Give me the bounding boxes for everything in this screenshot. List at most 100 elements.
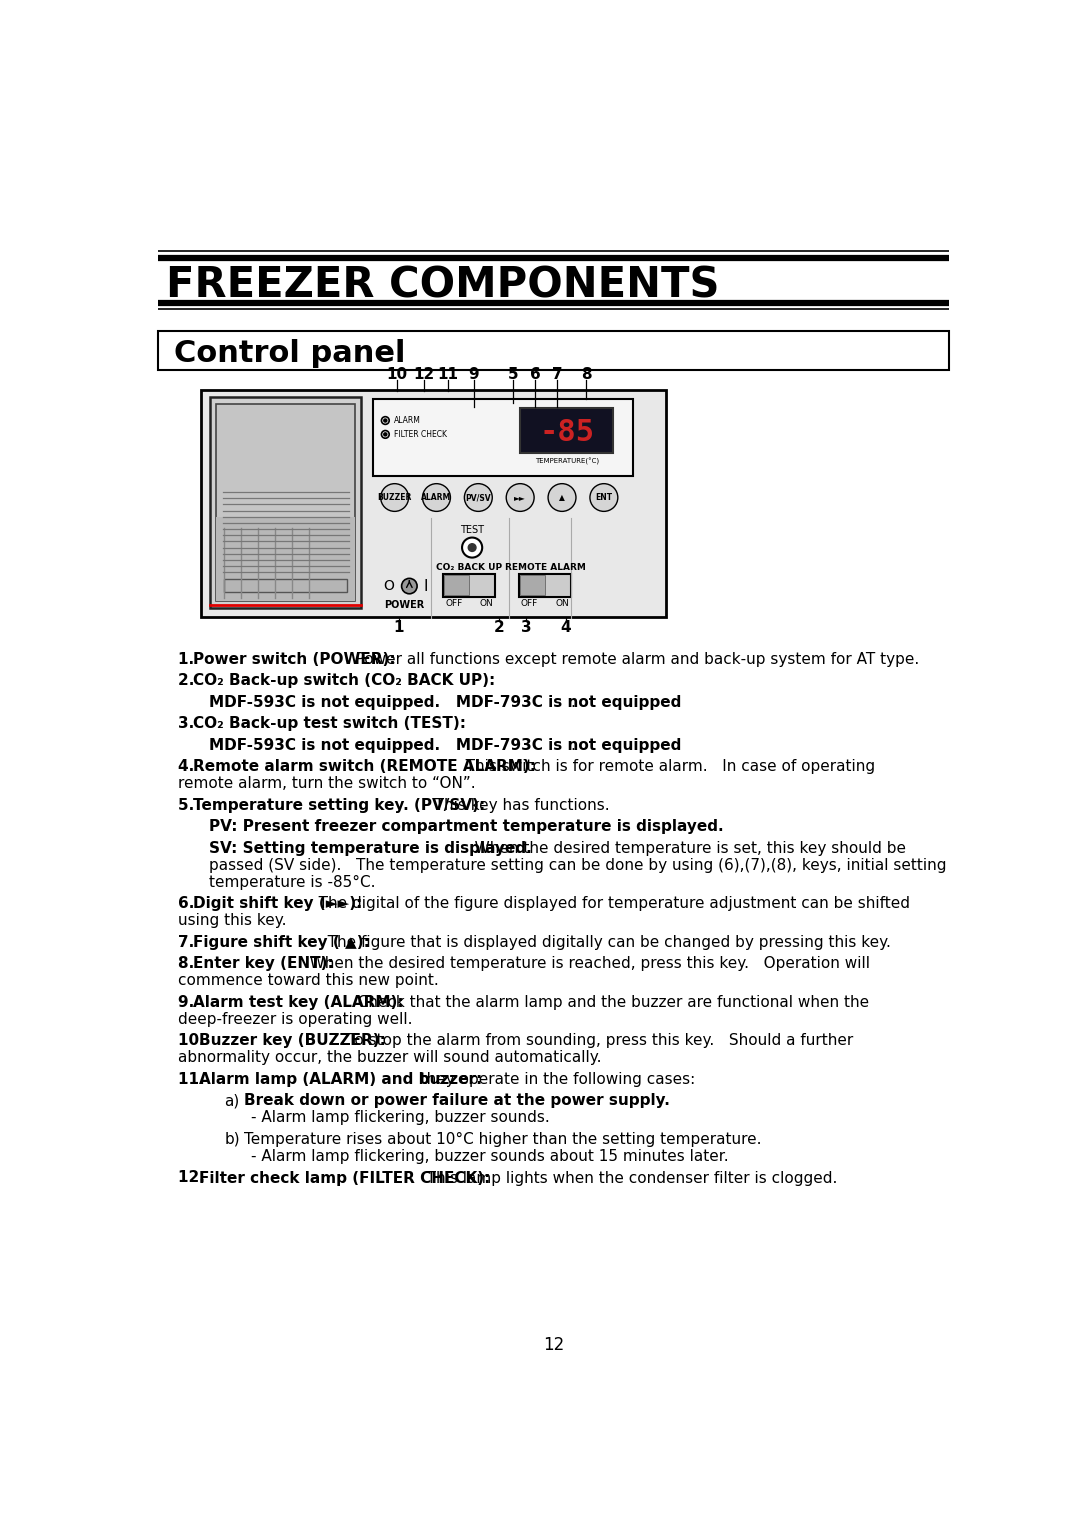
Text: When the desired temperature is set, this key should be: When the desired temperature is set, thi… [460,840,906,856]
Bar [444,575,469,596]
Text: Enter key (ENT):: Enter key (ENT): [193,957,334,972]
Circle shape [548,484,576,512]
Text: To stop the alarm from sounding, press this key.   Should a further: To stop the alarm from sounding, press t… [333,1033,853,1048]
Text: using this key.: using this key. [177,914,286,929]
Text: 8: 8 [581,367,592,382]
Text: 2: 2 [494,620,504,636]
Text: commence toward this new point.: commence toward this new point. [177,973,438,989]
Bar [373,399,633,475]
Text: ►►: ►► [514,494,526,503]
Text: 7: 7 [552,367,563,382]
Text: ALARM: ALARM [421,494,451,503]
Text: This key has functions.: This key has functions. [420,798,610,813]
Text: ENT: ENT [595,494,612,503]
Bar [443,573,496,597]
Bar [225,579,348,593]
Text: - Alarm lamp flickering, buzzer sounds.: - Alarm lamp flickering, buzzer sounds. [252,1111,550,1126]
Text: REMOTE ALARM: REMOTE ALARM [504,564,585,571]
Circle shape [380,484,408,512]
Text: 6: 6 [529,367,540,382]
Text: Control panel: Control panel [174,339,405,368]
Text: temperature is -85°C.: temperature is -85°C. [208,876,375,889]
Text: When the desired temperature is reached, press this key.   Operation will: When the desired temperature is reached,… [296,957,870,972]
Text: CO₂ Back-up switch (CO₂ BACK UP):: CO₂ Back-up switch (CO₂ BACK UP): [193,672,496,688]
Text: 7.: 7. [177,935,199,950]
Text: O: O [383,579,394,593]
Text: PV/SV: PV/SV [465,494,491,503]
Text: 1.: 1. [177,651,199,666]
Text: 5.: 5. [177,798,199,813]
Text: they operate in the following cases:: they operate in the following cases: [406,1073,696,1086]
Text: a): a) [225,1094,240,1108]
Circle shape [383,419,387,422]
Bar [521,408,613,452]
Bar [216,516,355,602]
Bar [518,573,571,597]
Text: 11: 11 [437,367,459,382]
Text: 3: 3 [521,620,531,636]
Text: Remote alarm switch (REMOTE ALARM):: Remote alarm switch (REMOTE ALARM): [193,759,536,775]
Text: Temperature rises about 10°C higher than the setting temperature.: Temperature rises about 10°C higher than… [243,1132,761,1148]
Text: This switch is for remote alarm.   In case of operating: This switch is for remote alarm. In case… [451,759,875,775]
Text: deep-freezer is operating well.: deep-freezer is operating well. [177,1012,413,1027]
Text: Buzzer key (BUZZER):: Buzzer key (BUZZER): [199,1033,386,1048]
Bar [159,332,948,370]
Text: OFF: OFF [445,599,462,608]
Text: This lamp lights when the condenser filter is clogged.: This lamp lights when the condenser filt… [411,1170,837,1186]
Text: 2.: 2. [177,672,199,688]
Text: ON: ON [555,599,569,608]
Text: 4: 4 [561,620,571,636]
Text: MDF-593C is not equipped.   MDF-793C is not equipped: MDF-593C is not equipped. MDF-793C is no… [208,695,681,709]
Bar [201,390,666,617]
Text: 10: 10 [387,367,407,382]
Text: -85: -85 [539,417,594,446]
Text: - Alarm lamp flickering, buzzer sounds about 15 minutes later.: - Alarm lamp flickering, buzzer sounds a… [252,1149,729,1164]
Text: 11.: 11. [177,1073,210,1086]
Text: Temperature setting key. (PV/SV):: Temperature setting key. (PV/SV): [193,798,485,813]
Text: Alarm test key (ALARM):: Alarm test key (ALARM): [193,995,404,1010]
Text: Power switch (POWER):: Power switch (POWER): [193,651,395,666]
Text: The figure that is displayed digitally can be changed by pressing this key.: The figure that is displayed digitally c… [313,935,891,950]
Text: 12.: 12. [177,1170,210,1186]
Text: Power all functions except remote alarm and back-up system for AT type.: Power all functions except remote alarm … [337,651,920,666]
Text: SV: Setting temperature is displayed.: SV: Setting temperature is displayed. [208,840,531,856]
Text: FREEZER COMPONENTS: FREEZER COMPONENTS [166,264,719,306]
Text: ALARM: ALARM [394,416,421,425]
Bar [216,403,355,602]
Text: passed (SV side).   The temperature setting can be done by using (6),(7),(8), ke: passed (SV side). The temperature settin… [208,857,946,872]
Text: 6.: 6. [177,897,199,911]
Text: TEMPERATURE(°C): TEMPERATURE(°C) [535,457,598,465]
Text: 12: 12 [414,367,434,382]
Circle shape [402,579,417,594]
Text: 9.: 9. [177,995,199,1010]
Text: POWER: POWER [383,599,424,610]
Text: FILTER CHECK: FILTER CHECK [394,429,447,439]
Text: Digit shift key (►►):: Digit shift key (►►): [193,897,363,911]
Text: PV: Present freezer compartment temperature is displayed.: PV: Present freezer compartment temperat… [208,819,724,834]
Text: Figure shift key ( ▲):: Figure shift key ( ▲): [193,935,370,950]
Text: TEST: TEST [460,524,484,535]
Text: .: . [570,695,576,709]
Text: The digital of the figure displayed for temperature adjustment can be shifted: The digital of the figure displayed for … [303,897,910,911]
Text: ▲: ▲ [559,494,565,503]
Text: remote alarm, turn the switch to “ON”.: remote alarm, turn the switch to “ON”. [177,776,475,792]
Text: I: I [423,579,428,593]
Text: MDF-593C is not equipped.   MDF-793C is not equipped: MDF-593C is not equipped. MDF-793C is no… [208,738,681,753]
Bar [521,575,545,596]
Circle shape [590,484,618,512]
Text: Break down or power failure at the power supply.: Break down or power failure at the power… [243,1094,670,1108]
Circle shape [507,484,535,512]
Circle shape [464,484,492,512]
Text: 4.: 4. [177,759,199,775]
Text: BUZZER: BUZZER [377,494,411,503]
Circle shape [422,484,450,512]
Text: 8.: 8. [177,957,199,972]
Text: 5: 5 [508,367,518,382]
Circle shape [383,432,387,435]
Text: 9: 9 [469,367,480,382]
Text: 1: 1 [393,620,404,636]
Circle shape [462,538,482,558]
Circle shape [469,544,476,552]
Text: CO₂ BACK UP: CO₂ BACK UP [436,564,502,571]
Text: b): b) [225,1132,240,1148]
